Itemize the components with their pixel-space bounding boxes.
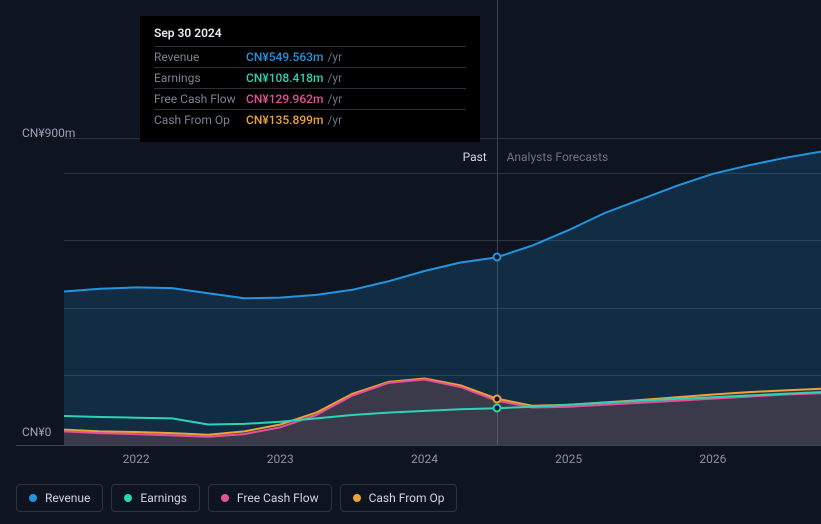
tooltip-row: RevenueCN¥549.563m/yr — [154, 46, 466, 67]
hover-marker-earnings — [492, 404, 501, 413]
tooltip-row-unit: /yr — [327, 92, 342, 106]
tooltip-row-label: Free Cash Flow — [154, 92, 246, 106]
legend-item-free-cash-flow[interactable]: Free Cash Flow — [208, 484, 332, 512]
tooltip-row: Free Cash FlowCN¥129.962m/yr — [154, 88, 466, 109]
tooltip-row-label: Cash From Op — [154, 113, 246, 127]
tooltip-row-value: CN¥108.418m — [246, 71, 323, 85]
x-axis: 2022 2023 2024 2025 2026 — [64, 452, 821, 472]
tooltip-row-value: CN¥549.563m — [246, 50, 323, 64]
past-label: Past — [463, 150, 487, 164]
hover-marker-revenue — [492, 253, 501, 262]
legend-dot — [353, 494, 361, 502]
zero-line — [16, 445, 821, 446]
x-tick: 2026 — [699, 452, 726, 466]
hover-tooltip: Sep 30 2024 RevenueCN¥549.563m/yrEarning… — [140, 16, 480, 142]
legend-label: Cash From Op — [369, 491, 445, 505]
tooltip-row-value: CN¥129.962m — [246, 92, 323, 106]
tooltip-row-value: CN¥135.899m — [246, 113, 323, 127]
legend-label: Free Cash Flow — [237, 491, 319, 505]
tooltip-row-unit: /yr — [327, 113, 342, 127]
legend-item-earnings[interactable]: Earnings — [111, 484, 200, 512]
x-tick: 2022 — [123, 452, 150, 466]
tooltip-row-label: Earnings — [154, 71, 246, 85]
hover-marker-cash_from_op — [492, 394, 501, 403]
legend: Revenue Earnings Free Cash Flow Cash From O… — [16, 484, 457, 512]
tooltip-row: EarningsCN¥108.418m/yr — [154, 67, 466, 88]
tooltip-row-unit: /yr — [327, 50, 342, 64]
legend-dot — [124, 494, 132, 502]
tooltip-row-unit: /yr — [327, 71, 342, 85]
tooltip-row-label: Revenue — [154, 50, 246, 64]
legend-dot — [221, 494, 229, 502]
legend-label: Earnings — [140, 491, 187, 505]
legend-item-revenue[interactable]: Revenue — [16, 484, 103, 512]
chart-svg — [64, 138, 821, 445]
legend-label: Revenue — [45, 491, 90, 505]
forecast-label: Analysts Forecasts — [507, 150, 609, 164]
plot-area[interactable]: Past Analysts Forecasts — [64, 138, 821, 445]
x-tick: 2023 — [267, 452, 294, 466]
legend-dot — [29, 494, 37, 502]
y-axis-label-zero: CN¥0 — [22, 425, 51, 439]
x-tick: 2024 — [411, 452, 438, 466]
x-tick: 2025 — [555, 452, 582, 466]
tooltip-title: Sep 30 2024 — [154, 26, 466, 46]
tooltip-row: Cash From OpCN¥135.899m/yr — [154, 109, 466, 130]
legend-item-cash-from-op[interactable]: Cash From Op — [340, 484, 458, 512]
